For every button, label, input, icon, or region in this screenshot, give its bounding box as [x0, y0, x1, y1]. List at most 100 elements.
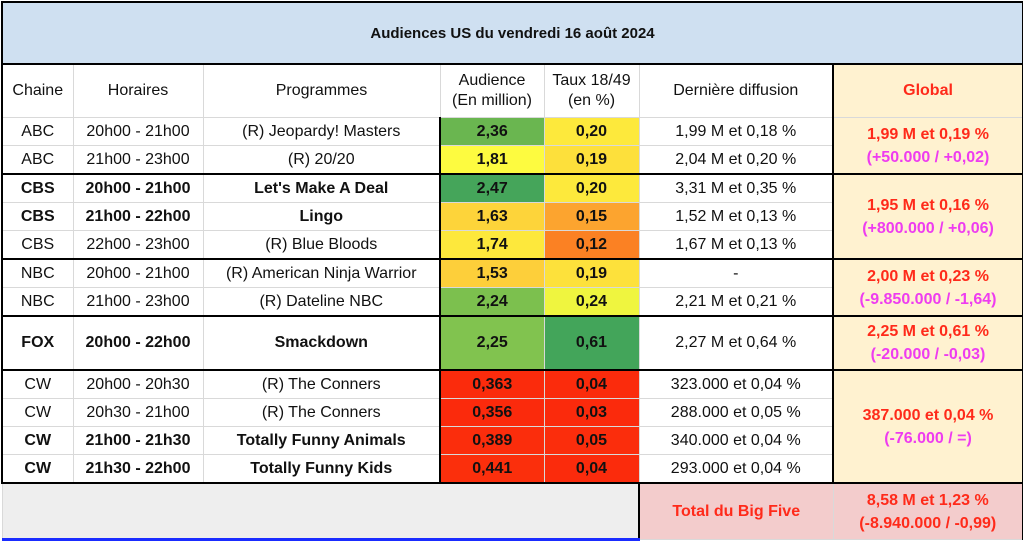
- empty-cell: [1, 482, 640, 541]
- derniere-diffusion-cell: 323.000 et 0,04 %: [638, 369, 834, 399]
- global-cell: 1,95 M et 0,16 % (+800.000 / +0,06): [831, 173, 1023, 260]
- chaine-cell: CBS: [1, 230, 74, 260]
- derniere-diffusion-cell: 2,27 M et 0,64 %: [638, 315, 834, 371]
- chaine-cell: CBS: [1, 173, 74, 203]
- page-title: Audiences US du vendredi 16 août 2024: [0, 1, 1023, 65]
- chaine-cell: ABC: [1, 117, 74, 146]
- global-diff: (-20.000 / -0,03): [870, 346, 986, 363]
- horaires-cell: 20h00 - 21h00: [72, 173, 204, 203]
- header-programmes: Programmes: [202, 63, 441, 118]
- global-diff: (-76.000 / =): [884, 429, 972, 447]
- global-cell: 387.000 et 0,04 % (-76.000 / =): [831, 369, 1023, 484]
- horaires-cell: 21h30 - 22h00: [72, 454, 204, 484]
- horaires-cell: 21h00 - 23h00: [72, 145, 204, 175]
- header-horaires: Horaires: [72, 63, 204, 118]
- table-row: CBS 21h00 - 22h00 Lingo 1,63 0,15 1,52 M et 0…: [1, 202, 1023, 231]
- derniere-diffusion-cell: 1,99 M et 0,18 %: [638, 117, 834, 146]
- taux-cell: 0,61: [543, 315, 640, 371]
- horaires-cell: 20h00 - 21h00: [72, 258, 204, 288]
- chaine-cell: NBC: [1, 258, 74, 288]
- programme-cell: Totally Funny Kids: [202, 454, 441, 484]
- programme-cell: (R) The Conners: [202, 398, 441, 427]
- global-cell: 2,25 M et 0,61 % (-20.000 / -0,03): [831, 315, 1023, 371]
- header-global: Global: [831, 63, 1023, 118]
- horaires-cell: 20h00 - 22h00: [72, 315, 204, 371]
- table-row: CW 21h00 - 21h30 Totally Funny Animals 0,38…: [1, 426, 1023, 455]
- horaires-cell: 22h00 - 23h00: [72, 230, 204, 260]
- audience-cell: 2,36: [439, 117, 545, 146]
- table-row: CBS 20h00 - 21h00 Let's Make A Deal 2,47 0,2…: [1, 173, 1023, 260]
- horaires-cell: 21h00 - 22h00: [72, 202, 204, 231]
- derniere-diffusion-cell: 293.000 et 0,04 %: [638, 454, 834, 484]
- chaine-cell: NBC: [1, 287, 74, 317]
- programme-cell: Let's Make A Deal: [202, 173, 441, 203]
- taux-cell: 0,04: [543, 454, 640, 484]
- big-five-total: 8,58 M et 1,23 %: [866, 491, 989, 509]
- header-audience-line2: (En million): [451, 92, 532, 109]
- global-cell: 2,00 M et 0,23 % (-9.850.000 / -1,64): [831, 258, 1023, 317]
- taux-cell: 0,12: [543, 230, 640, 260]
- global-total: 2,00 M et 0,23 %: [867, 267, 989, 285]
- header-derniere: Dernière diffusion: [638, 63, 834, 118]
- derniere-diffusion-cell: 1,52 M et 0,13 %: [638, 202, 834, 231]
- chaine-cell: CBS: [1, 202, 74, 231]
- taux-cell: 0,03: [543, 398, 640, 427]
- programme-cell: (R) American Ninja Warrior: [202, 258, 441, 288]
- chaine-cell: CW: [1, 398, 74, 427]
- audience-cell: 0,389: [439, 426, 545, 455]
- header-taux: Taux 18/49 (en %): [543, 63, 640, 118]
- audience-cell: 2,24: [439, 287, 545, 317]
- header-chaine: Chaine: [1, 63, 74, 118]
- derniere-diffusion-cell: 288.000 et 0,05 %: [638, 398, 834, 427]
- global-total: 1,99 M et 0,19 %: [867, 125, 989, 143]
- table-row: NBC 21h00 - 23h00 (R) Dateline NBC 2,24 0,24…: [1, 287, 1023, 317]
- global-diff: (+50.000 / +0,02): [866, 148, 990, 166]
- header-taux-line1: Taux 18/49: [552, 72, 631, 89]
- programme-cell: Lingo: [202, 202, 441, 231]
- derniere-diffusion-cell: 2,21 M et 0,21 %: [638, 287, 834, 317]
- taux-cell: 0,04: [543, 369, 640, 399]
- header-audience: Audience (En million): [439, 63, 545, 118]
- taux-cell: 0,20: [543, 117, 640, 146]
- derniere-diffusion-cell: 1,67 M et 0,13 %: [638, 230, 834, 260]
- audience-cell: 1,53: [439, 258, 545, 288]
- derniere-diffusion-cell: 2,04 M et 0,20 %: [638, 145, 834, 175]
- audience-cell: 1,74: [439, 230, 545, 260]
- global-total: 387.000 et 0,04 %: [862, 406, 994, 424]
- table-row: NBC 20h00 - 21h00 (R) American Ninja Warri…: [1, 258, 1023, 317]
- audience-cell: 0,363: [439, 369, 545, 399]
- big-five-label: Total du Big Five: [638, 482, 834, 540]
- global-diff: (-9.850.000 / -1,64): [859, 290, 997, 308]
- global-total: 1,95 M et 0,16 %: [867, 196, 989, 214]
- table-row: FOX 20h00 - 22h00 Smackdown 2,25 0,61 2,27 M …: [1, 315, 1023, 371]
- audience-cell: 1,81: [439, 145, 545, 175]
- horaires-cell: 21h00 - 21h30: [72, 426, 204, 455]
- programme-cell: (R) Blue Bloods: [202, 230, 441, 260]
- derniere-diffusion-cell: -: [638, 258, 834, 288]
- chaine-cell: CW: [1, 426, 74, 455]
- programme-cell: (R) The Conners: [202, 369, 441, 399]
- derniere-diffusion-cell: 340.000 et 0,04 %: [638, 426, 834, 455]
- taux-cell: 0,15: [543, 202, 640, 231]
- horaires-cell: 20h00 - 20h30: [72, 369, 204, 399]
- table-row: ABC 21h00 - 23h00 (R) 20/20 1,81 0,19 2,04 M …: [1, 145, 1023, 175]
- header-audience-line1: Audience: [458, 72, 526, 89]
- chaine-cell: CW: [1, 369, 74, 399]
- audience-cell: 0,441: [439, 454, 545, 484]
- header-row: Chaine Horaires Programmes Audience (En m…: [1, 63, 1023, 118]
- table-row: ABC 20h00 - 21h00 (R) Jeopardy! Masters 2,3…: [1, 117, 1023, 175]
- taux-cell: 0,19: [543, 145, 640, 175]
- audience-cell: 1,63: [439, 202, 545, 231]
- global-cell: 1,99 M et 0,19 % (+50.000 / +0,02): [831, 117, 1023, 175]
- taux-cell: 0,19: [543, 258, 640, 288]
- horaires-cell: 20h30 - 21h00: [72, 398, 204, 427]
- table-row: CBS 22h00 - 23h00 (R) Blue Bloods 1,74 0,12 1…: [1, 230, 1023, 260]
- chaine-cell: CW: [1, 454, 74, 484]
- taux-cell: 0,05: [543, 426, 640, 455]
- audience-cell: 0,356: [439, 398, 545, 427]
- programme-cell: (R) 20/20: [202, 145, 441, 175]
- big-five-diff: (-8.940.000 / -0,99): [859, 514, 997, 532]
- total-row: Total du Big Five 8,58 M et 1,23 % (-8.940…: [1, 482, 1023, 541]
- horaires-cell: 21h00 - 23h00: [72, 287, 204, 317]
